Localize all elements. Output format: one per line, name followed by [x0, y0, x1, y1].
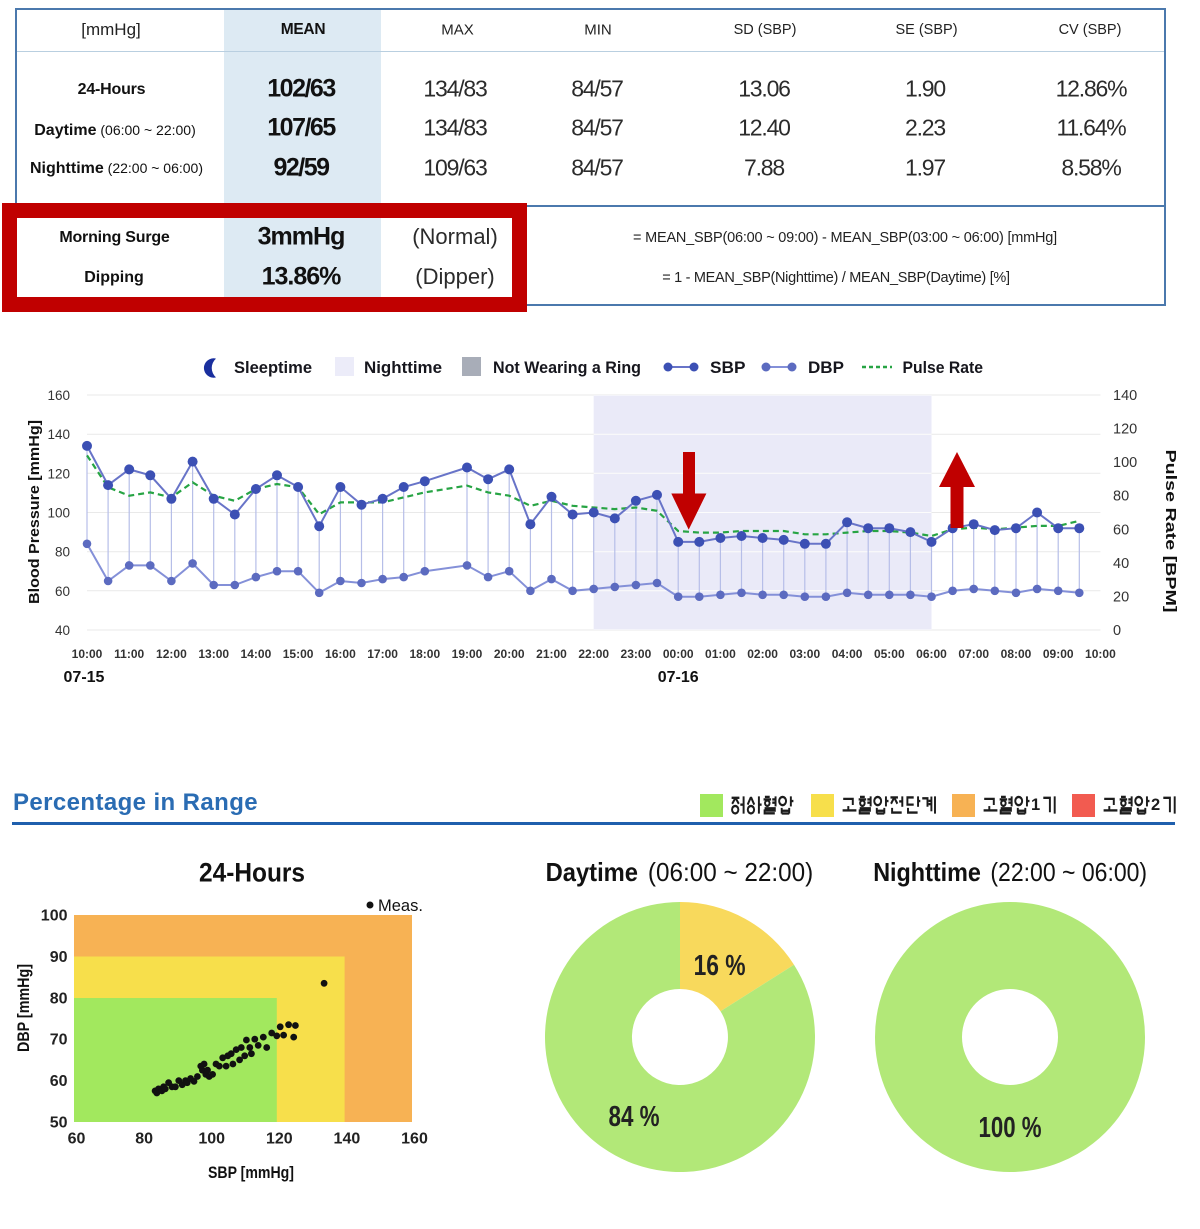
svg-text:09:00: 09:00: [1043, 647, 1074, 661]
svg-text:100 %: 100 %: [979, 1112, 1042, 1144]
svg-text:60: 60: [55, 584, 70, 599]
svg-text:100: 100: [1113, 455, 1137, 471]
svg-text:07:00: 07:00: [958, 647, 989, 661]
svg-text:SBP: SBP: [710, 358, 746, 377]
svg-text:20:00: 20:00: [494, 647, 525, 661]
svg-text:80: 80: [55, 545, 70, 560]
svg-text:20: 20: [1113, 589, 1129, 605]
svg-text:120: 120: [1113, 422, 1137, 438]
svg-text:50: 50: [50, 1115, 68, 1132]
svg-text:07-16: 07-16: [658, 669, 699, 686]
svg-text:13:00: 13:00: [198, 647, 229, 661]
svg-text:08:00: 08:00: [1001, 647, 1032, 661]
svg-text:140: 140: [47, 427, 70, 442]
svg-text:22:00: 22:00: [578, 647, 609, 661]
svg-text:Pulse Rate: Pulse Rate: [903, 358, 984, 377]
svg-text:19:00: 19:00: [452, 647, 483, 661]
svg-text:24-Hours: 24-Hours: [199, 858, 305, 888]
svg-text:100: 100: [198, 1131, 225, 1148]
svg-text:84 %: 84 %: [609, 1101, 660, 1133]
svg-text:00:00: 00:00: [663, 647, 694, 661]
svg-text:1: 1: [1031, 796, 1040, 814]
svg-text:23:00: 23:00: [621, 647, 652, 661]
svg-text:Sleeptime: Sleeptime: [234, 358, 312, 377]
svg-text:06:00: 06:00: [916, 647, 947, 661]
svg-text:0: 0: [1113, 623, 1121, 639]
svg-text:60: 60: [1113, 522, 1129, 538]
svg-text:01:00: 01:00: [705, 647, 736, 661]
svg-text:15:00: 15:00: [283, 647, 314, 661]
svg-text:90: 90: [50, 949, 68, 966]
svg-text:Nighttime: Nighttime: [873, 857, 981, 887]
svg-text:(06:00 ~ 22:00): (06:00 ~ 22:00): [648, 857, 813, 887]
svg-text:70: 70: [50, 1032, 68, 1049]
svg-text:16 %: 16 %: [694, 950, 746, 982]
svg-text:120: 120: [47, 466, 70, 481]
svg-text:SBP [mmHg]: SBP [mmHg]: [208, 1163, 294, 1182]
svg-text:80: 80: [1113, 489, 1129, 505]
svg-text:07-15: 07-15: [64, 669, 105, 686]
svg-text:(22:00 ~ 06:00): (22:00 ~ 06:00): [990, 857, 1147, 887]
svg-text:140: 140: [1113, 388, 1137, 404]
svg-text:12:00: 12:00: [156, 647, 187, 661]
svg-text:140: 140: [334, 1131, 361, 1148]
svg-text:160: 160: [47, 388, 70, 403]
svg-text:60: 60: [68, 1131, 86, 1148]
svg-text:2: 2: [1151, 796, 1160, 814]
svg-text:160: 160: [401, 1131, 428, 1148]
svg-text:60: 60: [50, 1073, 68, 1090]
svg-text:80: 80: [135, 1131, 153, 1148]
svg-text:02:00: 02:00: [747, 647, 778, 661]
svg-text:04:00: 04:00: [832, 647, 863, 661]
svg-text:Meas.: Meas.: [378, 897, 423, 915]
svg-text:Daytime: Daytime: [546, 857, 638, 887]
svg-text:DBP: DBP: [808, 358, 844, 377]
svg-text:100: 100: [41, 908, 68, 925]
svg-text:Not Wearing a Ring: Not Wearing a Ring: [493, 358, 641, 377]
svg-text:10:00: 10:00: [1085, 647, 1116, 661]
svg-text:17:00: 17:00: [367, 647, 398, 661]
svg-text:14:00: 14:00: [241, 647, 272, 661]
svg-text:10:00: 10:00: [72, 647, 103, 661]
svg-text:Pulse Rate [BPM]: Pulse Rate [BPM]: [1162, 450, 1179, 613]
svg-text:21:00: 21:00: [536, 647, 567, 661]
svg-text:Nighttime: Nighttime: [364, 358, 442, 377]
svg-text:18:00: 18:00: [409, 647, 440, 661]
svg-text:16:00: 16:00: [325, 647, 356, 661]
svg-text:11:00: 11:00: [114, 647, 144, 661]
svg-text:80: 80: [50, 990, 68, 1007]
svg-text:03:00: 03:00: [789, 647, 820, 661]
svg-text:120: 120: [266, 1131, 293, 1148]
svg-text:40: 40: [55, 623, 70, 638]
svg-text:Blood Pressure [mmHg]: Blood Pressure [mmHg]: [26, 420, 43, 604]
svg-text:40: 40: [1113, 556, 1129, 572]
svg-text:05:00: 05:00: [874, 647, 905, 661]
svg-text:100: 100: [47, 506, 70, 521]
svg-text:DBP [mmHg]: DBP [mmHg]: [14, 964, 33, 1052]
